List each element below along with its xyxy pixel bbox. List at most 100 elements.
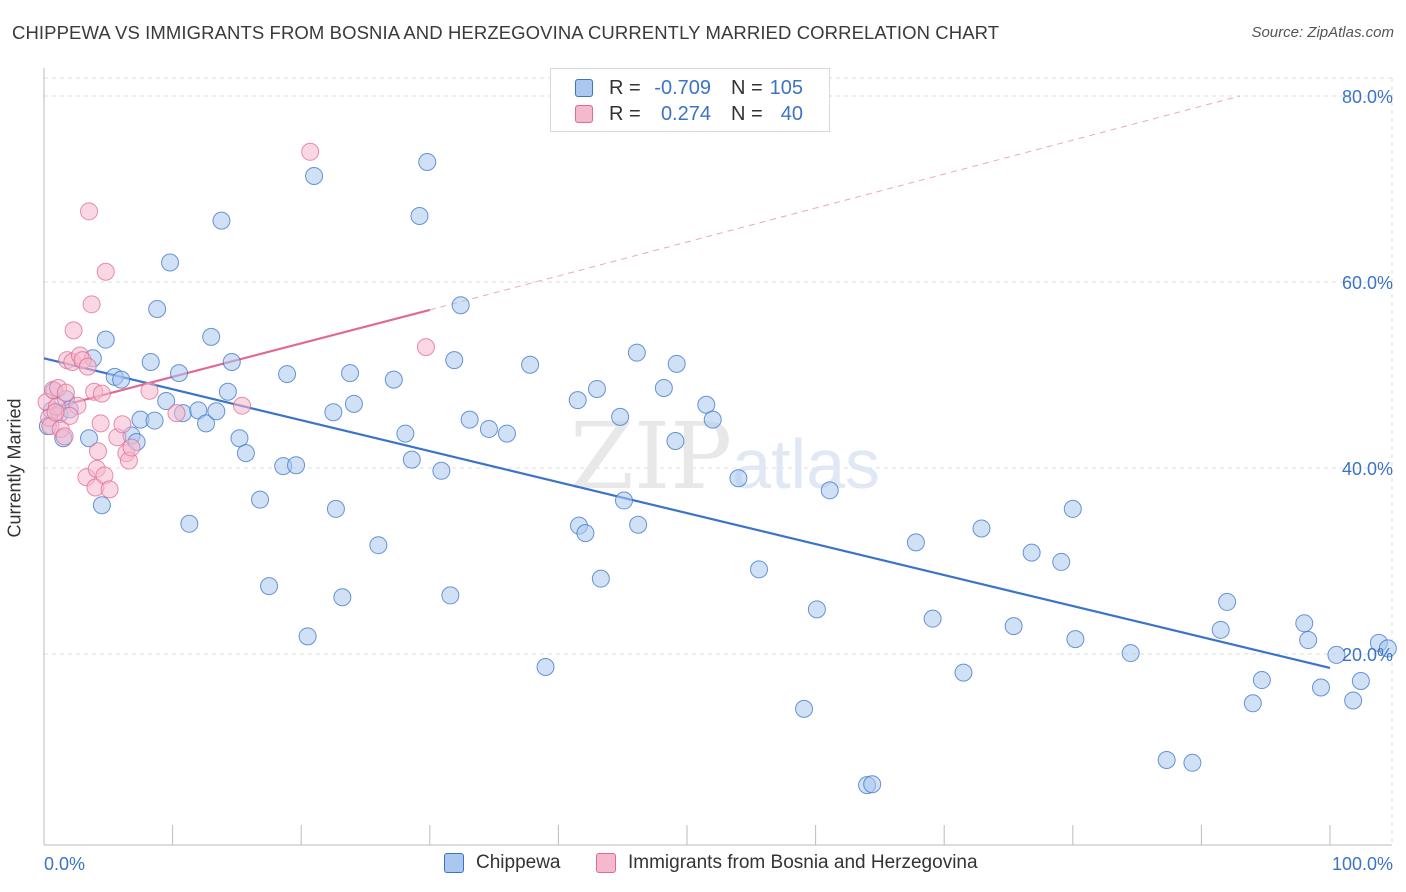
chippewa-point bbox=[568, 391, 587, 410]
chippewa-point bbox=[1004, 617, 1023, 636]
bosnia-point bbox=[167, 404, 186, 423]
chippewa-point bbox=[795, 699, 814, 718]
chippewa-point bbox=[344, 394, 363, 413]
bosnia-point bbox=[140, 381, 159, 400]
chippewa-point bbox=[1378, 639, 1397, 658]
x-tick-labels: 0.0% 100.0% bbox=[44, 854, 1393, 874]
chippewa-point bbox=[441, 586, 460, 605]
x-tick-label-min: 0.0% bbox=[44, 854, 85, 874]
chippewa-point bbox=[287, 456, 306, 475]
bosnia-point bbox=[233, 396, 252, 415]
chippewa-trend-line bbox=[43, 357, 1331, 670]
chippewa-point bbox=[451, 296, 470, 315]
chippewa-point bbox=[536, 658, 555, 677]
chippewa-point bbox=[96, 330, 115, 349]
legend-row-bosnia: R = 0.274 N = 40 bbox=[551, 101, 829, 127]
legend-row-chippewa: R = -0.709 N = 105 bbox=[551, 75, 829, 101]
chippewa-point bbox=[445, 351, 464, 370]
y-tick-labels: 20.0% 40.0% 60.0% 80.0% bbox=[1342, 87, 1393, 665]
legend-r-value: 0.274 bbox=[660, 103, 711, 125]
bosnia-point bbox=[113, 415, 132, 434]
chippewa-point bbox=[180, 514, 199, 533]
chippewa-point bbox=[629, 515, 648, 534]
chippewa-point bbox=[1252, 671, 1271, 690]
chippewa-point bbox=[141, 352, 160, 371]
bosnia-point bbox=[80, 202, 99, 221]
legend-n-label: N = bbox=[731, 103, 763, 125]
chippewa-point bbox=[576, 524, 595, 543]
chippewa-point bbox=[1351, 671, 1370, 690]
chippewa-point bbox=[161, 253, 180, 272]
y-tick-label: 40.0% bbox=[1342, 459, 1393, 479]
chippewa-point bbox=[92, 496, 111, 515]
chippewa-point bbox=[145, 411, 164, 430]
chippewa-point bbox=[479, 419, 498, 438]
chippewa-point bbox=[207, 402, 226, 421]
legend-label-chippewa: Chippewa bbox=[476, 852, 561, 873]
legend-swatch-chippewa bbox=[444, 853, 464, 873]
chippewa-point bbox=[418, 153, 437, 172]
bosnia-point bbox=[96, 262, 115, 281]
bosnia-point bbox=[55, 427, 74, 446]
bosnia-point bbox=[91, 414, 110, 433]
bosnia-point bbox=[416, 338, 435, 357]
chippewa-point bbox=[1183, 753, 1202, 772]
chart-title: CHIPPEWA VS IMMIGRANTS FROM BOSNIA AND H… bbox=[12, 22, 1000, 43]
chippewa-point bbox=[197, 414, 216, 433]
bosnia-point bbox=[100, 480, 119, 499]
chippewa-point bbox=[222, 352, 241, 371]
axes bbox=[43, 68, 1392, 846]
chippewa-point bbox=[1299, 631, 1318, 650]
legend-n-value: 105 bbox=[769, 77, 803, 99]
legend-swatch-bosnia bbox=[575, 105, 593, 123]
chippewa-point bbox=[1022, 543, 1041, 562]
trend-lines bbox=[43, 95, 1331, 670]
chippewa-point bbox=[278, 365, 297, 384]
bosnia-point bbox=[301, 142, 320, 161]
chippewa-point bbox=[703, 410, 722, 429]
chippewa-point bbox=[627, 343, 646, 362]
chippewa-point bbox=[369, 536, 388, 555]
x-tick-label-max: 100.0% bbox=[1332, 854, 1393, 874]
chippewa-point bbox=[396, 424, 415, 443]
chippewa-point bbox=[305, 166, 324, 185]
chippewa-point bbox=[324, 403, 343, 422]
chippewa-point bbox=[148, 299, 167, 318]
chippewa-point bbox=[218, 382, 237, 401]
chippewa-point bbox=[80, 429, 99, 448]
legend-n-label: N = bbox=[731, 77, 763, 99]
bosnia-trend-extension bbox=[429, 95, 1241, 311]
chippewa-point bbox=[432, 461, 451, 480]
data-points bbox=[37, 142, 1397, 795]
chippewa-point bbox=[697, 395, 716, 414]
bosnia-point bbox=[46, 403, 65, 422]
chippewa-point bbox=[863, 775, 882, 794]
chippewa-point bbox=[729, 469, 748, 488]
chippewa-point bbox=[402, 450, 421, 469]
chippewa-point bbox=[1063, 499, 1082, 518]
chippewa-point bbox=[298, 627, 317, 646]
chippewa-point bbox=[236, 444, 255, 463]
chippewa-point bbox=[157, 392, 176, 411]
chippewa-point bbox=[667, 354, 686, 373]
bosnia-point bbox=[64, 321, 83, 340]
chippewa-point bbox=[1211, 620, 1230, 639]
chippewa-point bbox=[260, 577, 279, 596]
source-label: Source: ZipAtlas.com bbox=[1251, 24, 1394, 41]
bosnia-point bbox=[56, 383, 75, 402]
legend-r-label: R = bbox=[609, 103, 641, 125]
legend-swatch-bosnia bbox=[596, 853, 616, 873]
chippewa-point bbox=[1311, 678, 1330, 697]
bosnia-point bbox=[82, 295, 101, 314]
chippewa-point bbox=[333, 588, 352, 607]
legend-r-value: -0.709 bbox=[654, 77, 711, 99]
correlation-legend: R = -0.709 N = 105 R = 0.274 N = 40 bbox=[550, 68, 830, 132]
chippewa-point bbox=[1157, 751, 1176, 770]
chippewa-point bbox=[666, 432, 685, 451]
chippewa-point bbox=[820, 481, 839, 500]
chippewa-point bbox=[460, 410, 479, 429]
chippewa-point bbox=[750, 560, 769, 579]
bosnia-point bbox=[89, 442, 108, 461]
chippewa-point bbox=[251, 490, 270, 509]
